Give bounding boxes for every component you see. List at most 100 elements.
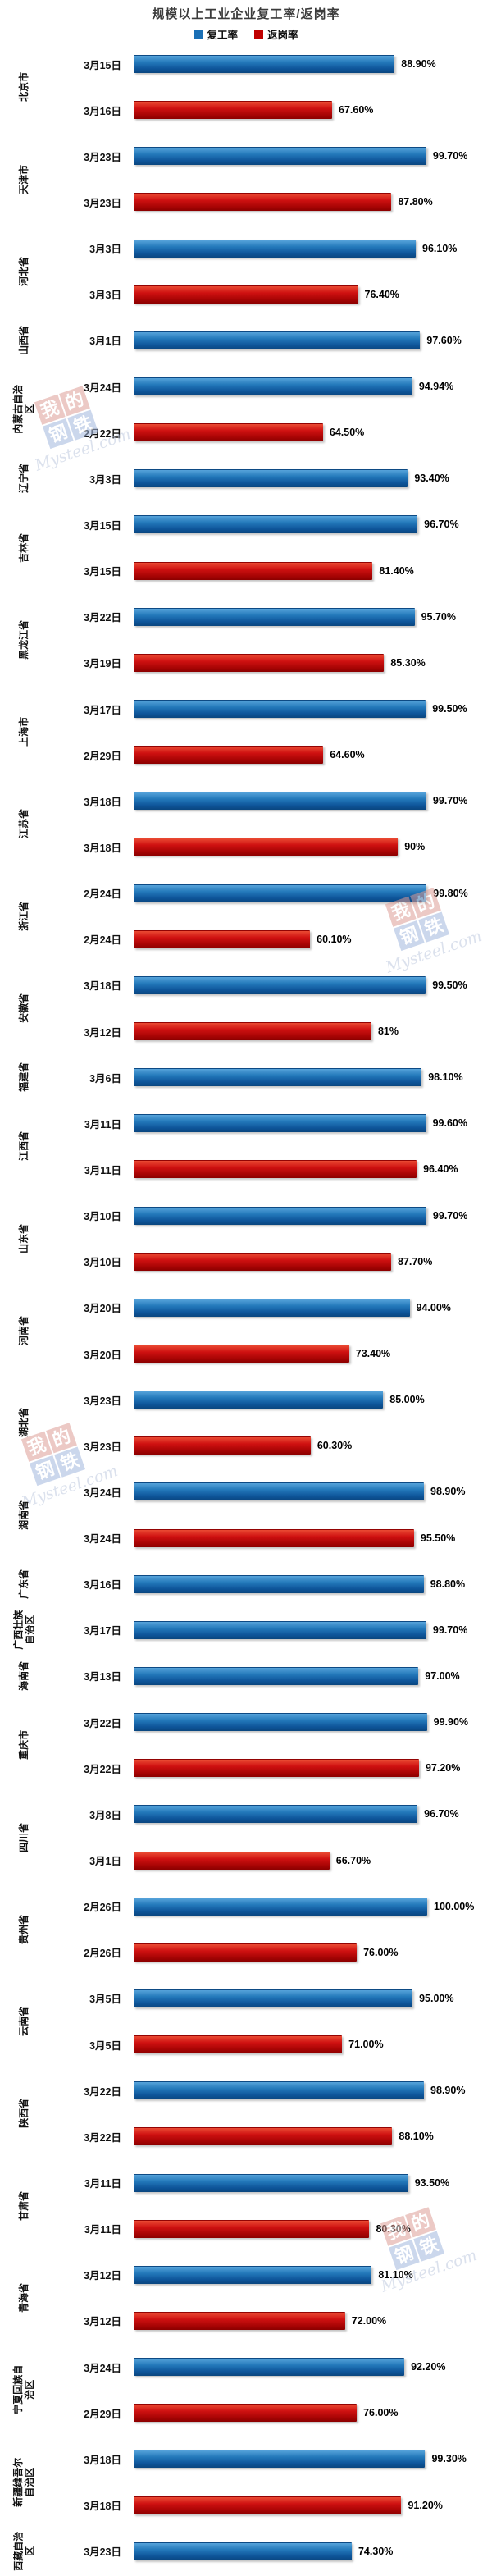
date-label: 3月19日 [84,658,121,670]
province-label: 北京市 [18,72,30,103]
province-group: 西藏自治区 3月23日 74.30% [0,2528,492,2574]
bar-zone: 95.00% [134,1989,492,2007]
date-label: 3月24日 [84,1533,121,1546]
bar-row: 3月24日 98.90% [0,1468,492,1514]
bar-zone: 98.80% [134,1574,492,1593]
bar-row: 3月18日 99.50% [0,962,492,1008]
province-label: 浙江省 [18,901,30,931]
date-label: 3月23日 [84,1441,121,1453]
bar-zone: 67.60% [134,101,492,120]
bar-zone: 99.30% [134,2450,492,2469]
bar-zone: 98.90% [134,2081,492,2100]
value-label: 76.00% [363,1946,399,1958]
bar-zone: 60.30% [134,1436,492,1455]
value-label: 95.00% [419,1992,454,2004]
date-label: 3月11日 [84,1164,121,1176]
date-label: 3月18日 [84,980,121,993]
value-label: 87.80% [398,196,433,208]
province-label-wrap: 福建省 [0,1054,49,1100]
date-label: 3月15日 [84,59,121,71]
province-label: 江西省 [18,1131,30,1162]
province-label: 天津市 [18,164,30,194]
province-label: 广东省 [18,1569,30,1599]
province-group: 北京市 3月15日 88.90% 3月16日 67.60% [0,41,492,133]
bar-row: 3月15日 96.70% [0,501,492,547]
return-rate-bar [134,2404,358,2423]
province-group: 上海市 3月17日 99.50% 2月29日 64.60% [0,686,492,778]
bar-row: 3月10日 87.70% [0,1239,492,1285]
province-group: 海南省 3月13日 97.00% [0,1653,492,1699]
return-rate-bar [134,285,358,304]
resumption-rate-bar [134,2542,352,2560]
date-label: 3月24日 [84,381,121,394]
bar-zone: 97.60% [134,331,492,349]
value-label: 98.90% [430,1486,466,1498]
date-label: 3月23日 [84,151,121,163]
value-label: 96.70% [424,1808,459,1820]
date-label: 3月1日 [89,336,121,348]
value-label: 76.00% [363,2407,399,2419]
value-label: 67.60% [339,104,374,116]
resumption-rate-bar [134,1989,413,2007]
province-group: 天津市 3月23日 99.70% 3月23日 87.80% [0,133,492,225]
province-label-wrap: 河北省 [0,226,49,317]
value-label: 99.70% [432,150,468,162]
return-rate-bar [134,101,332,120]
value-label: 81% [377,1025,399,1038]
province-group: 新疆维吾尔自治区 3月18日 99.30% 3月18日 91.20% [0,2436,492,2528]
value-label: 96.40% [423,1163,458,1176]
value-label: 97.00% [425,1669,460,1682]
province-label: 四川省 [18,1822,30,1852]
return-rate-bar [134,1436,311,1455]
province-label: 云南省 [18,2007,30,2037]
bar-zone: 76.00% [134,2404,492,2423]
province-label-wrap: 河南省 [0,1285,49,1377]
legend-swatch-resumption [194,30,203,39]
chart-header: 规模以上工业企业复工率/返岗率 复工率 返岗率 [0,0,492,41]
bar-row: 3月17日 99.50% [0,686,492,732]
province-label-wrap: 陕西省 [0,2067,49,2159]
value-label: 90% [404,841,426,853]
value-label: 99.50% [432,979,467,991]
return-rate-bar [134,1851,330,1870]
return-rate-bar [134,423,323,442]
value-label: 94.00% [416,1301,451,1313]
province-group: 辽宁省 3月3日 93.40% [0,455,492,501]
date-label: 3月18日 [84,842,121,854]
resumption-rate-bar [134,1620,426,1639]
bar-row: 3月15日 81.40% [0,548,492,594]
resumption-rate-bar [134,2450,426,2469]
province-group: 湖南省 3月24日 98.90% 3月24日 95.50% [0,1468,492,1560]
bar-zone: 81% [134,1022,492,1041]
province-label: 广西壮族自治区 [12,1610,35,1650]
value-label: 66.70% [335,1854,371,1866]
value-label: 97.60% [426,334,462,346]
bar-row: 3月5日 95.00% [0,1975,492,2021]
date-label: 3月10日 [84,1257,121,1269]
province-label-wrap: 甘肃省 [0,2159,49,2251]
bar-zone: 90% [134,838,492,856]
province-label: 重庆市 [18,1730,30,1761]
province-group: 湖北省 3月23日 85.00% 3月23日 60.30% [0,1377,492,1468]
bar-row: 3月13日 97.00% [0,1653,492,1699]
resumption-rate-bar [134,700,426,719]
bar-row: 3月3日 93.40% [0,455,492,501]
value-label: 81.40% [379,564,414,577]
province-label-wrap: 北京市 [0,41,49,133]
province-group: 黑龙江省 3月22日 95.70% 3月19日 85.30% [0,594,492,686]
bar-zone: 99.90% [134,1713,492,1732]
resumption-rate-bar [134,331,421,349]
province-group: 四川省 3月8日 96.70% 3月1日 66.70% [0,1791,492,1883]
bar-zone: 80.30% [134,2219,492,2238]
date-label: 3月22日 [84,612,121,624]
date-label: 3月12日 [84,2316,121,2328]
province-label-wrap: 山东省 [0,1193,49,1285]
bar-row: 3月18日 91.20% [0,2482,492,2528]
date-label: 3月1日 [89,1856,121,1868]
date-label: 3月8日 [89,1809,121,1821]
date-label: 3月23日 [84,2546,121,2559]
bar-zone: 87.70% [134,1252,492,1271]
resumption-rate-bar [134,1666,419,1685]
bar-zone: 99.70% [134,1620,492,1639]
